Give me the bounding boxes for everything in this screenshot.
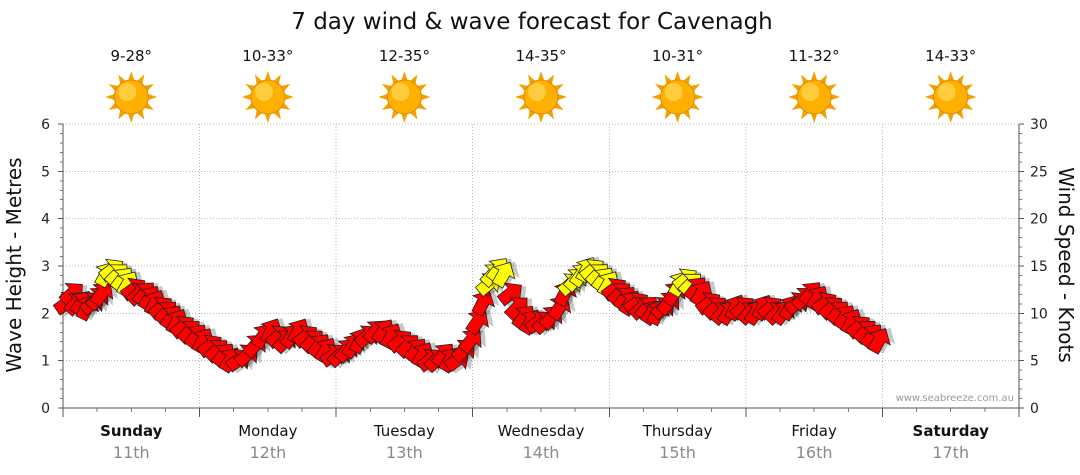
source-credit: www.seabreeze.com.au	[896, 393, 1014, 404]
axes: 0 1 2 3 4 5 6 0 5 10 15 20 25 30	[41, 117, 1048, 417]
sun-ray	[128, 71, 135, 80]
left-tick-label: 6	[41, 117, 50, 133]
temperature-range-label: 11-32°	[789, 47, 840, 65]
sun-ray	[811, 114, 818, 123]
sun-ray	[148, 94, 158, 100]
right-tick-label: 25	[1030, 164, 1048, 180]
sun-highlight	[118, 83, 137, 101]
sun-icon	[378, 71, 431, 123]
sun-icon	[241, 71, 294, 123]
weather-icons	[105, 71, 977, 123]
left-tick-label: 5	[41, 164, 50, 180]
sun-highlight	[254, 83, 273, 101]
left-tick-label: 2	[41, 306, 50, 322]
day-date-label: 16th	[796, 443, 833, 462]
sun-ray	[515, 94, 524, 100]
day-name-label: Thursday	[642, 422, 713, 440]
sun-ray	[788, 94, 798, 100]
day-date-label: 12th	[249, 443, 286, 462]
sun-ray	[947, 114, 954, 123]
right-tick-label: 20	[1030, 212, 1048, 228]
wind-arrow-shape	[867, 328, 891, 355]
wind-arrow	[457, 329, 487, 355]
day-name-label: Friday	[791, 422, 837, 440]
temperature-range-label: 14-35°	[515, 47, 566, 65]
sun-ray	[538, 71, 544, 80]
temperature-range-label: 14-33°	[925, 47, 976, 65]
sun-ray	[674, 71, 681, 80]
left-tick-label: 4	[41, 212, 50, 228]
sun-icon	[788, 71, 841, 123]
wind-arrow-shape	[457, 329, 482, 355]
sun-highlight	[391, 83, 410, 101]
sun-ray	[401, 71, 408, 80]
wind-arrow-shape	[89, 281, 114, 308]
sun-ray	[924, 94, 934, 100]
wind-arrows-series	[52, 256, 896, 374]
right-tick-label: 10	[1030, 306, 1048, 322]
sun-ray	[421, 94, 431, 100]
sun-ray	[947, 71, 954, 80]
temperature-labels: 9-28° 10-33° 12-35° 14-35° 10-31° 11-32° 14-33…	[111, 47, 977, 65]
right-tick-label: 5	[1030, 354, 1039, 370]
sun-ray	[538, 114, 544, 123]
day-name-label: Wednesday	[498, 422, 585, 440]
day-date-label: 15th	[659, 443, 696, 462]
left-tick-label: 1	[41, 354, 50, 370]
temperature-range-label: 12-35°	[379, 47, 430, 65]
sun-ray	[264, 71, 271, 80]
day-labels: Sunday 11th Monday 12th Tuesday 13th Wednesday…	[100, 422, 989, 462]
wind-arrow-shape	[471, 290, 496, 317]
sun-ray	[378, 94, 388, 100]
right-tick-label: 30	[1030, 117, 1048, 133]
sun-ray	[128, 114, 135, 123]
wind-arrow-shape	[491, 261, 516, 289]
wind-arrow	[89, 281, 118, 308]
left-tick-label: 0	[41, 401, 50, 417]
sun-ray	[651, 94, 661, 100]
grid-lines	[63, 123, 1019, 409]
wind-arrow	[867, 327, 896, 355]
sun-icon	[651, 71, 704, 123]
temperature-range-label: 10-33°	[242, 47, 293, 65]
chart-title: 7 day wind & wave forecast for Cavenagh	[291, 9, 773, 35]
sun-ray	[811, 71, 818, 80]
sun-ray	[831, 94, 841, 100]
wind-arrow-shape	[496, 282, 522, 307]
sun-ray	[694, 94, 704, 100]
right-tick-label: 0	[1030, 401, 1039, 417]
sun-ray	[105, 94, 115, 100]
day-name-label: Monday	[238, 422, 297, 440]
day-name-label: Sunday	[100, 422, 163, 440]
sun-ray	[401, 114, 408, 123]
day-name-label: Saturday	[913, 422, 990, 440]
sun-ray	[241, 94, 251, 100]
sun-ray	[674, 114, 681, 123]
day-date-label: 13th	[386, 443, 423, 462]
day-name-label: Tuesday	[373, 422, 435, 440]
day-date-label: 14th	[523, 443, 560, 462]
sun-icon	[924, 71, 977, 123]
sun-icon	[105, 71, 158, 123]
left-axis-title: Wave Height - Metres	[2, 157, 26, 372]
sun-highlight	[664, 83, 683, 101]
sun-highlight	[801, 83, 820, 101]
sun-icon	[515, 71, 567, 123]
right-tick-label: 15	[1030, 259, 1048, 275]
sun-highlight	[937, 83, 956, 101]
day-date-label: 17th	[932, 443, 969, 462]
right-axis-title: Wind Speed - Knots	[1054, 167, 1078, 363]
sun-ray	[264, 114, 271, 123]
temperature-range-label: 10-31°	[652, 47, 703, 65]
sun-ray	[284, 94, 294, 100]
temperature-range-label: 9-28°	[111, 47, 153, 65]
sun-ray	[967, 94, 977, 100]
sun-highlight	[528, 83, 546, 101]
day-date-label: 11th	[113, 443, 150, 462]
sun-ray	[558, 94, 567, 100]
left-tick-label: 3	[41, 259, 50, 275]
wind-arrow	[496, 282, 527, 308]
wind-arrow	[491, 261, 520, 289]
